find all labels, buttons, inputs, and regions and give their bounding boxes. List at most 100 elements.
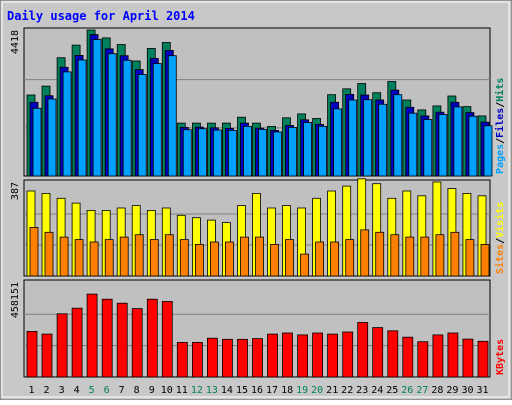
bar-kbytes — [342, 331, 354, 378]
bar-kbytes — [402, 336, 414, 378]
bar-kbytes — [432, 334, 444, 378]
bar-sites — [134, 234, 144, 277]
bar-kbytes — [372, 327, 384, 378]
bar-sites — [194, 243, 204, 277]
side-label-visits: Visits — [494, 202, 506, 238]
x-tick-label: 2 — [43, 385, 49, 396]
bar-kbytes — [357, 322, 369, 378]
bar-pages — [468, 115, 478, 177]
x-tick-label: 30 — [461, 385, 473, 396]
bar-sites — [465, 239, 475, 277]
bar-sites — [224, 241, 234, 277]
x-axis-labels: 1 2 3 4 5 6 7 8 9 10 11 12 13 14 15 16 17 18 19 20 21 22 23 24 2… — [28, 385, 488, 396]
bar-sites — [149, 239, 159, 277]
bar-pages — [258, 128, 267, 177]
x-tick-label: 22 — [341, 385, 353, 396]
bar-pages — [393, 94, 403, 177]
series-side-label: Pages/Files/Hits — [494, 78, 506, 174]
bar-pages — [47, 98, 57, 177]
side-label-separator: / — [495, 102, 506, 108]
bar-kbytes — [312, 332, 324, 378]
bar-sites — [270, 243, 279, 277]
bar-sites — [450, 231, 460, 277]
bar-sites — [480, 243, 490, 277]
series-side-label: KBytes — [495, 339, 506, 375]
x-tick-label: 18 — [281, 385, 293, 396]
bar-sites — [435, 234, 445, 277]
bar-kbytes — [41, 333, 53, 378]
bar-pages — [243, 126, 252, 177]
bar-pages — [438, 114, 448, 177]
bar-kbytes — [86, 293, 98, 378]
x-tick-label: 1 — [28, 385, 34, 396]
bar-kbytes — [447, 332, 459, 378]
bar-pages — [197, 128, 207, 177]
y-max-label: 387 — [10, 182, 21, 200]
bar-kbytes — [387, 330, 399, 378]
bar-pages — [77, 59, 87, 177]
x-tick-label: 15 — [236, 385, 248, 396]
bar-pages — [212, 129, 222, 177]
x-tick-label: 14 — [221, 385, 233, 396]
bar-sites — [209, 241, 219, 277]
side-label-separator: / — [495, 238, 506, 244]
x-tick-label: 25 — [386, 385, 398, 396]
bar-pages — [483, 125, 493, 177]
bar-sites — [285, 239, 294, 277]
x-tick-label: 4 — [74, 385, 80, 396]
bar-kbytes — [26, 330, 38, 378]
bar-pages — [92, 39, 102, 177]
bar-sites — [315, 241, 325, 277]
x-tick-label: 27 — [416, 385, 428, 396]
bar-kbytes — [477, 340, 489, 378]
bar-kbytes — [221, 338, 233, 378]
bar-kbytes — [237, 338, 248, 378]
bar-pages — [167, 55, 177, 177]
bar-kbytes — [191, 341, 203, 378]
bar-kbytes — [462, 338, 474, 378]
x-tick-label: 3 — [59, 385, 65, 396]
x-tick-label: 11 — [176, 385, 188, 396]
x-tick-label: 9 — [149, 385, 155, 396]
x-tick-label: 13 — [206, 385, 218, 396]
bar-pages — [423, 119, 433, 177]
x-tick-label: 29 — [446, 385, 458, 396]
x-tick-label: 12 — [191, 385, 203, 396]
x-tick-label: 17 — [266, 385, 278, 396]
side-label-files: Files — [494, 108, 506, 138]
bar-pages — [303, 122, 313, 177]
bar-kbytes — [252, 338, 263, 378]
x-tick-label: 23 — [356, 385, 368, 396]
x-tick-label: 10 — [161, 385, 173, 396]
bar-kbytes — [161, 301, 173, 378]
x-tick-label: 7 — [119, 385, 125, 396]
bar-sites — [345, 239, 355, 277]
side-label-pages: Pages — [495, 144, 506, 174]
bar-pages — [122, 59, 132, 177]
bar-sites — [74, 239, 84, 277]
bar-kbytes — [71, 307, 83, 378]
bar-pages — [333, 108, 343, 177]
bar-pages — [182, 129, 192, 177]
bar-pages — [408, 112, 418, 177]
bar-pages — [32, 107, 42, 177]
bar-pages — [288, 127, 297, 177]
x-tick-label: 31 — [476, 385, 488, 396]
x-tick-label: 6 — [104, 385, 110, 396]
bar-sites — [240, 236, 249, 277]
bar-pages — [363, 99, 373, 177]
bar-kbytes — [417, 341, 429, 378]
bar-sites — [119, 236, 129, 277]
panel-visits-sites: 387 Sites/Visits — [10, 178, 506, 277]
bar-pages — [453, 106, 463, 177]
bar-pages — [152, 63, 162, 177]
bar-sites — [164, 234, 174, 277]
bar-sites — [375, 231, 385, 277]
chart-title: Daily usage for April 2014 — [7, 9, 195, 23]
x-tick-label: 24 — [371, 385, 383, 396]
bar-sites — [104, 239, 114, 277]
bar-pages — [137, 74, 147, 177]
side-label-separator: / — [495, 138, 506, 144]
